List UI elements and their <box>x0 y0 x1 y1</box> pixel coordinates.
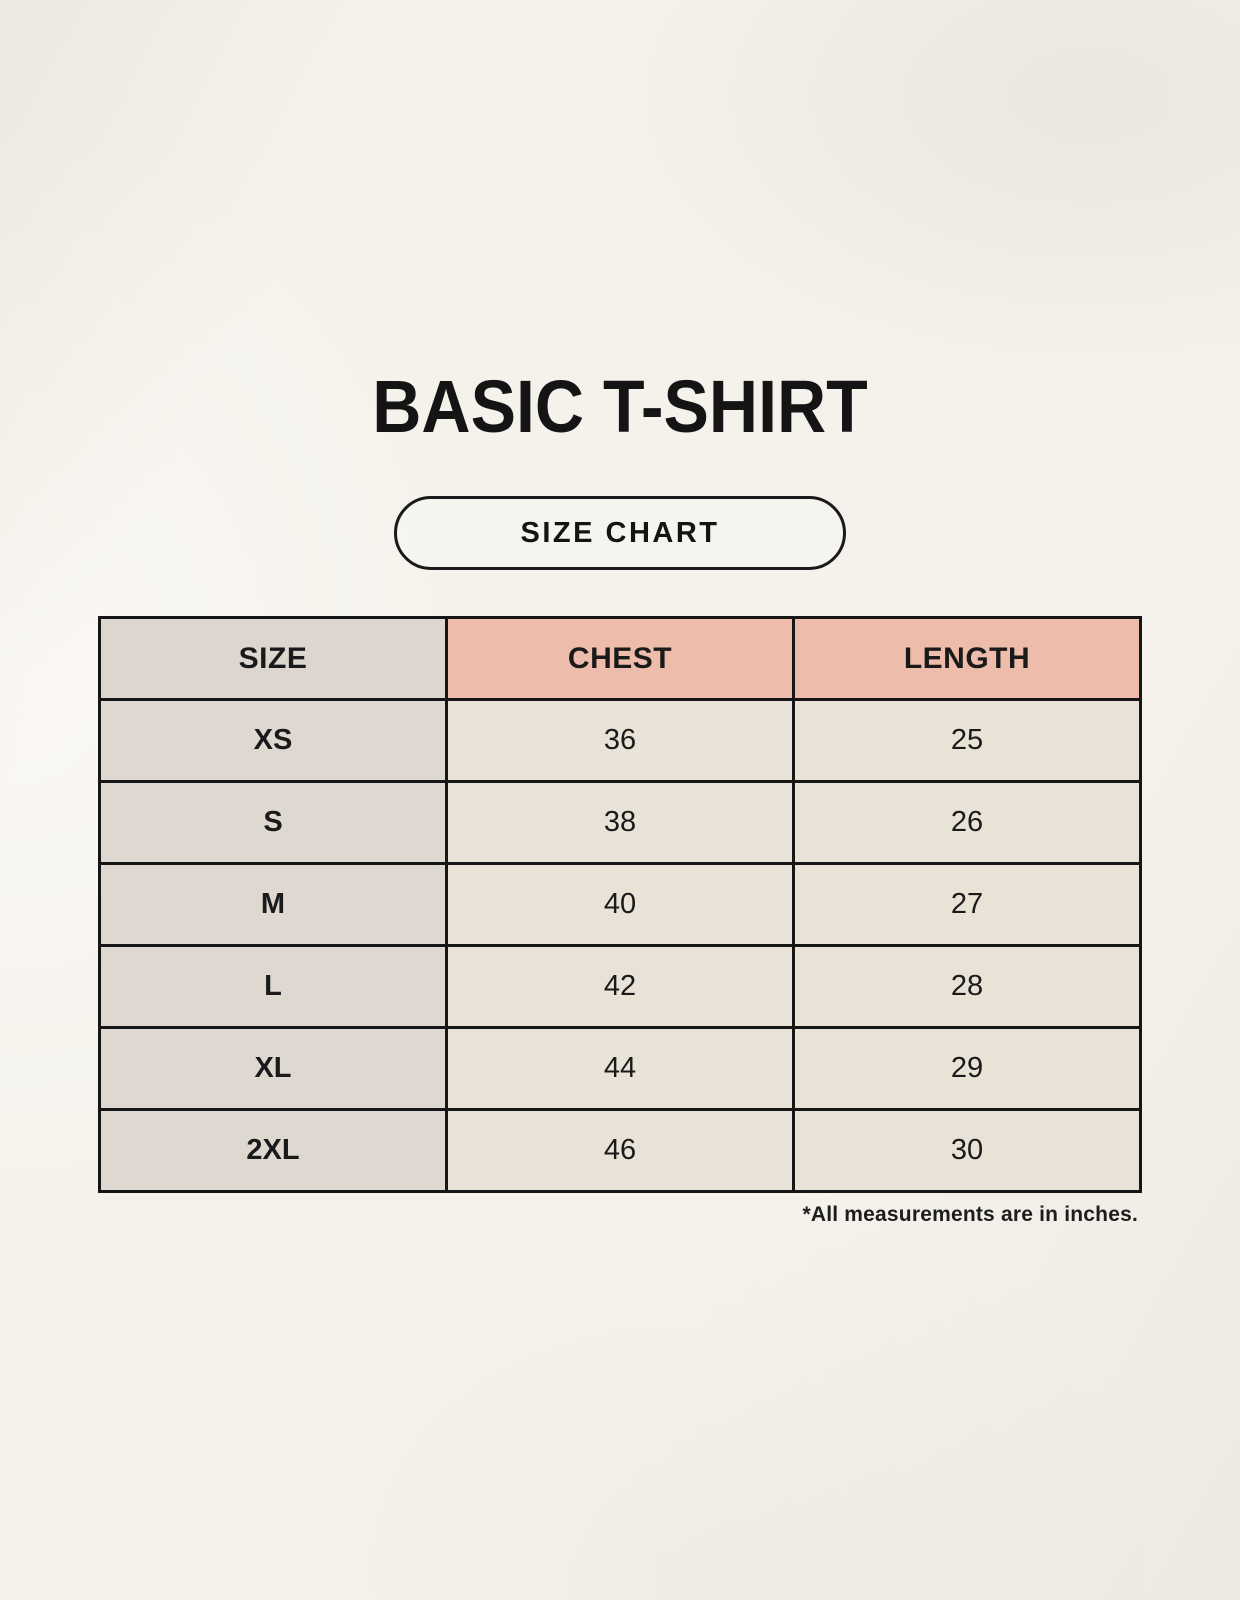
chest-cell: 42 <box>445 944 795 1029</box>
table-header-row: SIZE CHEST LENGTH <box>98 616 1142 701</box>
table-row: XL 44 29 <box>98 1026 1142 1111</box>
table-row: XS 36 25 <box>98 698 1142 783</box>
size-chart-button-label: SIZE CHART <box>520 516 720 549</box>
length-cell: 27 <box>792 862 1142 947</box>
size-cell: 2XL <box>98 1108 448 1193</box>
chest-cell: 46 <box>445 1108 795 1193</box>
size-cell: M <box>98 862 448 947</box>
table-row: M 40 27 <box>98 862 1142 947</box>
chest-cell: 40 <box>445 862 795 947</box>
size-cell: S <box>98 780 448 865</box>
size-chart-table: SIZE CHEST LENGTH XS 36 25 S 38 26 M 40 … <box>98 616 1142 1193</box>
measurements-footnote: *All measurements are in inches. <box>802 1203 1138 1226</box>
chest-cell: 44 <box>445 1026 795 1111</box>
length-cell: 30 <box>792 1108 1142 1193</box>
length-cell: 29 <box>792 1026 1142 1111</box>
page-title: BASIC T-SHIRT <box>372 365 868 448</box>
size-cell: L <box>98 944 448 1029</box>
chest-cell: 36 <box>445 698 795 783</box>
table-row: S 38 26 <box>98 780 1142 865</box>
length-header-cell: LENGTH <box>792 616 1142 701</box>
length-cell: 26 <box>792 780 1142 865</box>
size-chart-button[interactable]: SIZE CHART <box>394 496 846 570</box>
chest-cell: 38 <box>445 780 795 865</box>
table-row: L 42 28 <box>98 944 1142 1029</box>
table-row: 2XL 46 30 <box>98 1108 1142 1193</box>
length-cell: 28 <box>792 944 1142 1029</box>
chest-header-cell: CHEST <box>445 616 795 701</box>
size-header-cell: SIZE <box>98 616 448 701</box>
size-cell: XS <box>98 698 448 783</box>
length-cell: 25 <box>792 698 1142 783</box>
size-cell: XL <box>98 1026 448 1111</box>
